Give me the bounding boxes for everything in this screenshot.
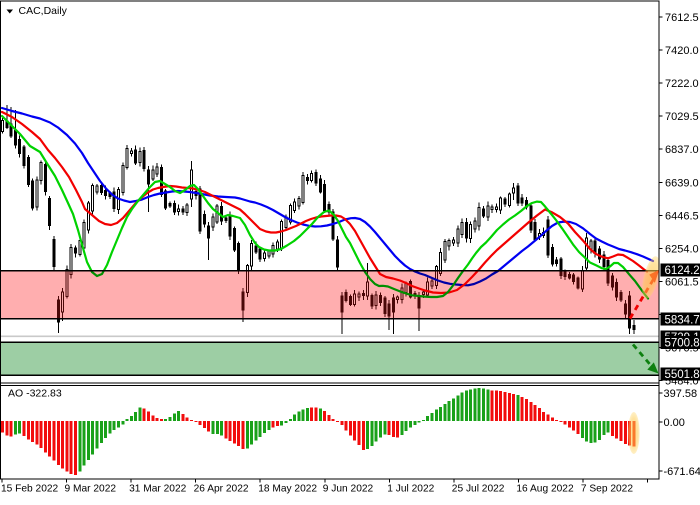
svg-text:7029.5: 7029.5 <box>665 111 699 123</box>
svg-text:15 Feb 2022: 15 Feb 2022 <box>1 484 59 495</box>
svg-text:25 Jul 2022: 25 Jul 2022 <box>452 484 505 495</box>
svg-text:CAC,Daily: CAC,Daily <box>19 5 68 17</box>
svg-text:9 Jun 2022: 9 Jun 2022 <box>323 484 374 495</box>
svg-text:7612.5: 7612.5 <box>665 12 699 24</box>
svg-text:9 Mar 2022: 9 Mar 2022 <box>65 484 117 495</box>
svg-text:7222.0: 7222.0 <box>665 78 699 90</box>
svg-text:AO -322.83: AO -322.83 <box>8 388 62 400</box>
svg-text:16 Aug 2022: 16 Aug 2022 <box>516 484 574 495</box>
svg-text:5501.8: 5501.8 <box>665 369 700 381</box>
svg-text:31 Mar 2022: 31 Mar 2022 <box>129 484 187 495</box>
svg-text:6837.0: 6837.0 <box>665 144 699 156</box>
svg-text:6254.0: 6254.0 <box>665 243 699 255</box>
svg-text:1 Jul 2022: 1 Jul 2022 <box>387 484 434 495</box>
svg-text:18 May 2022: 18 May 2022 <box>258 484 317 495</box>
svg-text:6639.0: 6639.0 <box>665 177 699 189</box>
svg-text:6124.2: 6124.2 <box>665 265 700 277</box>
svg-text:5834.7: 5834.7 <box>665 314 700 326</box>
svg-text:7420.0: 7420.0 <box>665 45 699 57</box>
svg-text:-671.64: -671.64 <box>664 466 700 478</box>
svg-text:0.00: 0.00 <box>664 417 685 429</box>
svg-text:26 Apr 2022: 26 Apr 2022 <box>194 484 249 495</box>
svg-text:6446.5: 6446.5 <box>665 210 699 222</box>
svg-text:397.58: 397.58 <box>664 388 698 400</box>
svg-text:6061.5: 6061.5 <box>665 277 699 289</box>
svg-text:7 Sep 2022: 7 Sep 2022 <box>581 484 633 495</box>
svg-text:5700.8: 5700.8 <box>665 338 700 350</box>
